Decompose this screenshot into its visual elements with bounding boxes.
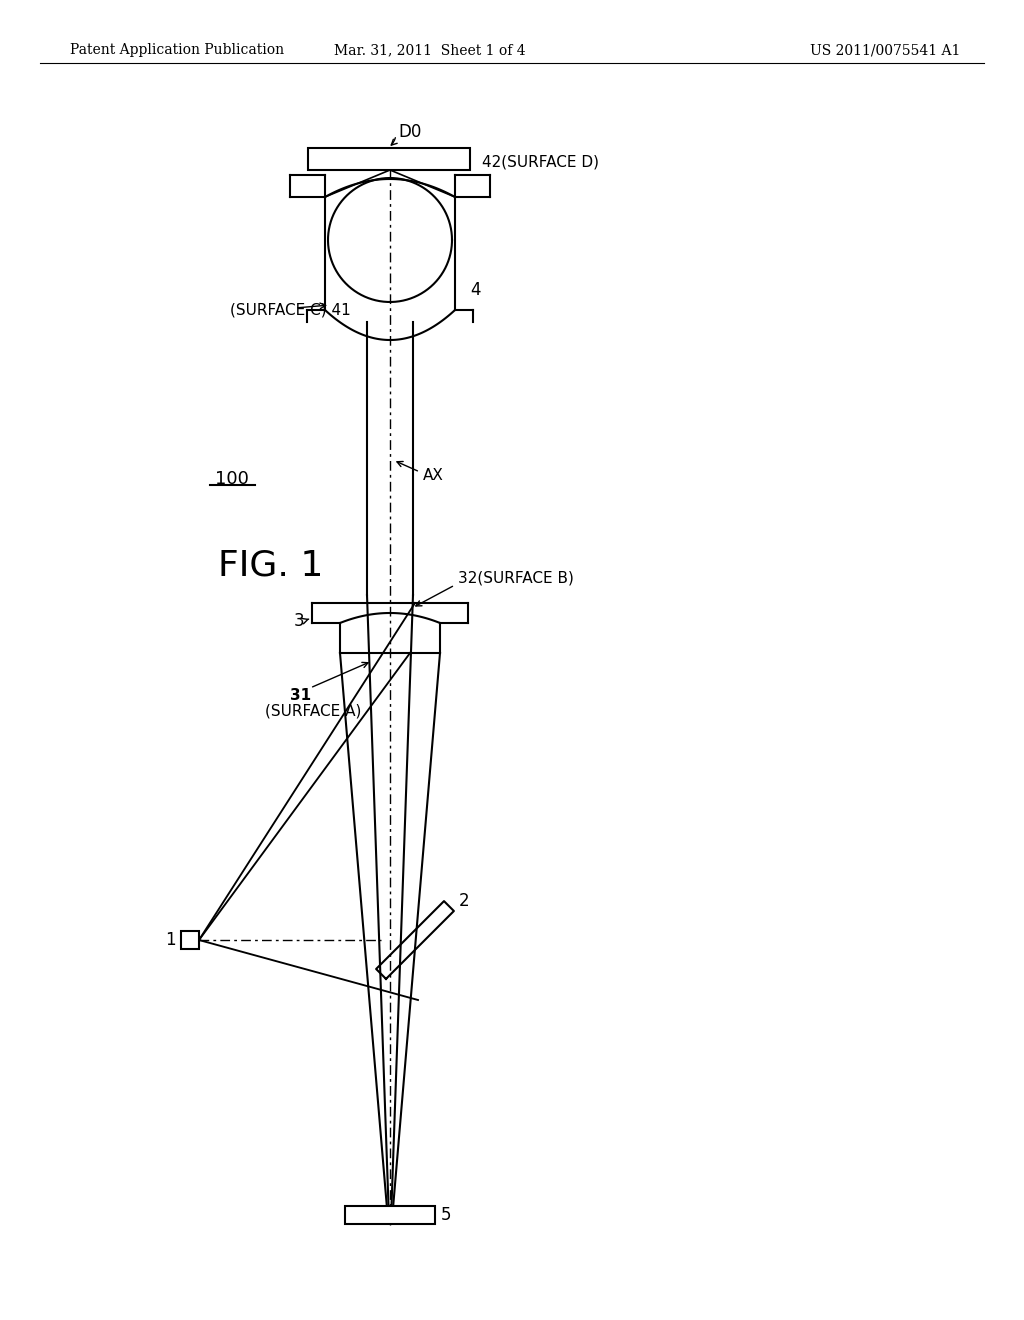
Text: 31: 31 [290, 688, 311, 702]
Bar [308, 148, 470, 170]
Text: 2: 2 [459, 892, 470, 909]
Bar [345, 1206, 435, 1224]
Text: FIG. 1: FIG. 1 [218, 548, 324, 582]
Text: D0: D0 [398, 123, 421, 141]
Text: 4: 4 [470, 281, 480, 300]
Text: 1: 1 [165, 931, 176, 949]
Text: 42(SURFACE D): 42(SURFACE D) [482, 154, 599, 169]
Text: Mar. 31, 2011  Sheet 1 of 4: Mar. 31, 2011 Sheet 1 of 4 [334, 44, 525, 57]
Text: 100: 100 [215, 470, 249, 488]
Text: 3: 3 [293, 612, 304, 630]
Text: 32(SURFACE B): 32(SURFACE B) [458, 570, 573, 586]
Bar [181, 931, 199, 949]
Text: AX: AX [423, 467, 443, 483]
Text: (SURFACE C) 41: (SURFACE C) 41 [230, 302, 351, 318]
Text: 5: 5 [441, 1206, 452, 1224]
Text: US 2011/0075541 A1: US 2011/0075541 A1 [810, 44, 961, 57]
Text: Patent Application Publication: Patent Application Publication [70, 44, 284, 57]
Text: (SURFACE A): (SURFACE A) [265, 704, 361, 718]
